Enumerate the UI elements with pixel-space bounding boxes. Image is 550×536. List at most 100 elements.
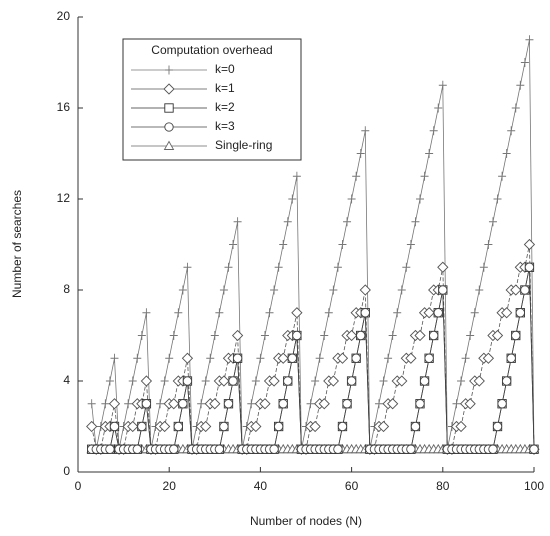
marker [218,375,230,387]
marker [327,375,339,387]
marker [159,420,171,433]
marker [291,307,303,319]
marker [292,171,301,181]
y-tick-label: 20 [57,9,71,23]
marker [183,262,192,272]
legend-box [122,38,302,161]
marker [292,330,302,341]
marker [223,399,234,409]
marker [347,194,356,204]
marker [169,444,179,454]
series-line [91,39,535,450]
marker [452,399,461,409]
marker [438,80,447,90]
marker [329,285,338,295]
marker [110,353,119,363]
marker [352,171,361,181]
marker [178,399,188,409]
legend-label: Single-ring [215,138,272,152]
marker [525,35,534,45]
marker [393,308,402,318]
marker [520,285,530,295]
marker [233,217,242,227]
marker [268,375,280,387]
marker [287,353,297,363]
marker [414,329,426,342]
marker [173,421,183,432]
marker [178,285,187,295]
marker [387,398,399,410]
marker [523,238,536,251]
marker [379,376,388,386]
marker [498,171,507,181]
marker [288,194,297,204]
marker [497,399,507,409]
marker [361,126,370,136]
marker [406,240,415,249]
marker [336,352,349,364]
marker [491,329,504,342]
marker [337,421,348,432]
marker [174,308,183,318]
marker [479,262,488,272]
marker [274,262,283,272]
marker [137,421,147,432]
marker [311,376,320,386]
y-tick-label: 16 [57,100,71,114]
marker [108,398,121,410]
marker [429,330,439,341]
marker [410,421,421,432]
marker [356,149,365,158]
marker [229,240,238,249]
marker [105,444,115,454]
marker [247,399,256,409]
marker [278,399,288,409]
marker [201,376,210,386]
x-axis-label: Number of nodes (N) [250,514,362,528]
marker [105,376,114,386]
marker [197,399,206,409]
marker [142,308,151,318]
marker [351,353,361,363]
marker [455,420,467,433]
marker [377,420,390,433]
marker [333,444,343,454]
marker [133,353,142,363]
marker [360,308,370,318]
x-tick-label: 40 [254,479,268,493]
marker [277,352,289,364]
marker [160,376,169,386]
marker [168,398,180,410]
marker [273,421,284,432]
marker [219,421,229,432]
marker [511,330,521,341]
legend-title: Computation overhead [151,43,272,57]
marker [232,353,243,363]
marker [250,420,262,433]
marker [324,308,333,318]
marker [516,80,525,90]
marker [318,398,330,410]
marker [429,126,438,136]
marker [415,399,425,409]
marker [419,376,430,386]
marker [511,103,520,113]
marker [156,399,165,409]
marker [484,240,493,249]
marker [416,194,424,204]
marker [515,308,525,318]
marker [420,171,429,181]
marker [283,376,293,386]
marker [306,399,315,409]
marker [165,353,174,363]
y-tick-label: 0 [63,464,70,478]
marker [181,352,194,364]
y-tick-label: 4 [63,373,70,387]
marker [210,331,219,340]
marker [283,217,292,227]
x-tick-label: 100 [524,479,544,493]
marker [396,375,408,387]
marker [228,376,238,386]
marker [501,376,512,386]
marker [488,444,498,454]
